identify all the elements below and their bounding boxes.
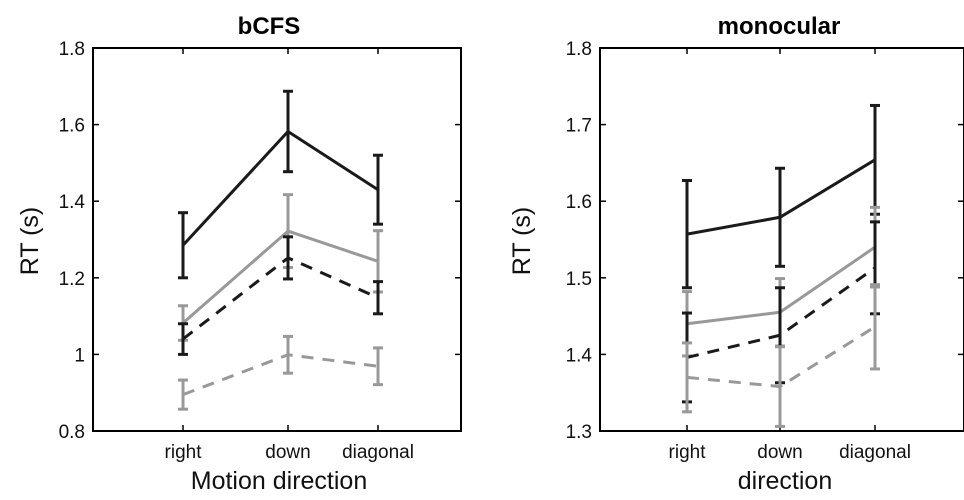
x-tick-label: diagonal [839,442,911,463]
y-axis-label: RT (s) [508,207,536,276]
data-point [376,188,380,192]
y-tick-label: 1.5 [566,269,592,290]
axes-box [599,47,964,432]
x-axis-label: Motion direction [191,467,367,495]
axes-box [92,47,462,432]
data-point [376,296,380,300]
x-tick-label: down [265,442,310,463]
data-point [286,229,290,233]
x-tick-label: diagonal [342,442,414,463]
series-3 [178,235,383,356]
y-tick-label: 1.4 [59,192,86,213]
series-line [181,129,379,247]
data-point [181,243,185,247]
data-point [873,158,877,162]
y-tick-label: 1.3 [566,422,592,443]
series-line [182,353,379,397]
chart-title: bCFS [238,13,301,40]
data-point [376,364,380,368]
y-tick-label: 1.4 [566,345,593,366]
data-point [778,385,782,389]
data-point [181,337,185,341]
y-tick-label: 0.8 [59,422,85,443]
data-point [286,256,290,260]
data-point [181,393,185,397]
data-point [873,266,877,270]
data-point [873,325,877,329]
series-1 [682,103,880,290]
y-axis-label: RT (s) [16,207,44,276]
series-line [182,229,379,325]
series-4 [178,334,383,411]
y-tick-label: 1.8 [566,39,592,60]
chart-title: monocular [718,13,841,40]
y-tick-label: 1.6 [59,116,85,137]
x-tick-label: right [165,442,203,463]
data-point [778,333,782,337]
data-point [286,353,290,357]
data-point [286,129,290,133]
data-point [376,259,380,263]
data-point [778,215,782,219]
y-tick-label: 1 [74,345,85,366]
y-tick-label: 1.6 [566,192,592,213]
y-tick-label: 1.2 [59,269,85,290]
chart-panel-2: 1.3 1.4 1.5 1.6 1.7 1.8 right down diagonal monoc… [508,13,964,495]
data-point [685,232,689,236]
series-4 [682,283,880,428]
data-point [685,375,689,379]
x-axis-label: direction [738,467,833,495]
x-tick-label: down [757,442,802,463]
y-tick-label: 1.7 [566,116,592,137]
x-tick-label: right [669,442,707,463]
y-tick-label: 1.8 [59,39,85,60]
chart-panel-1: 0.8 1 1.2 1.4 1.6 1.8 right down diagonal bCFS Mot… [16,13,462,495]
series-1 [178,89,383,280]
